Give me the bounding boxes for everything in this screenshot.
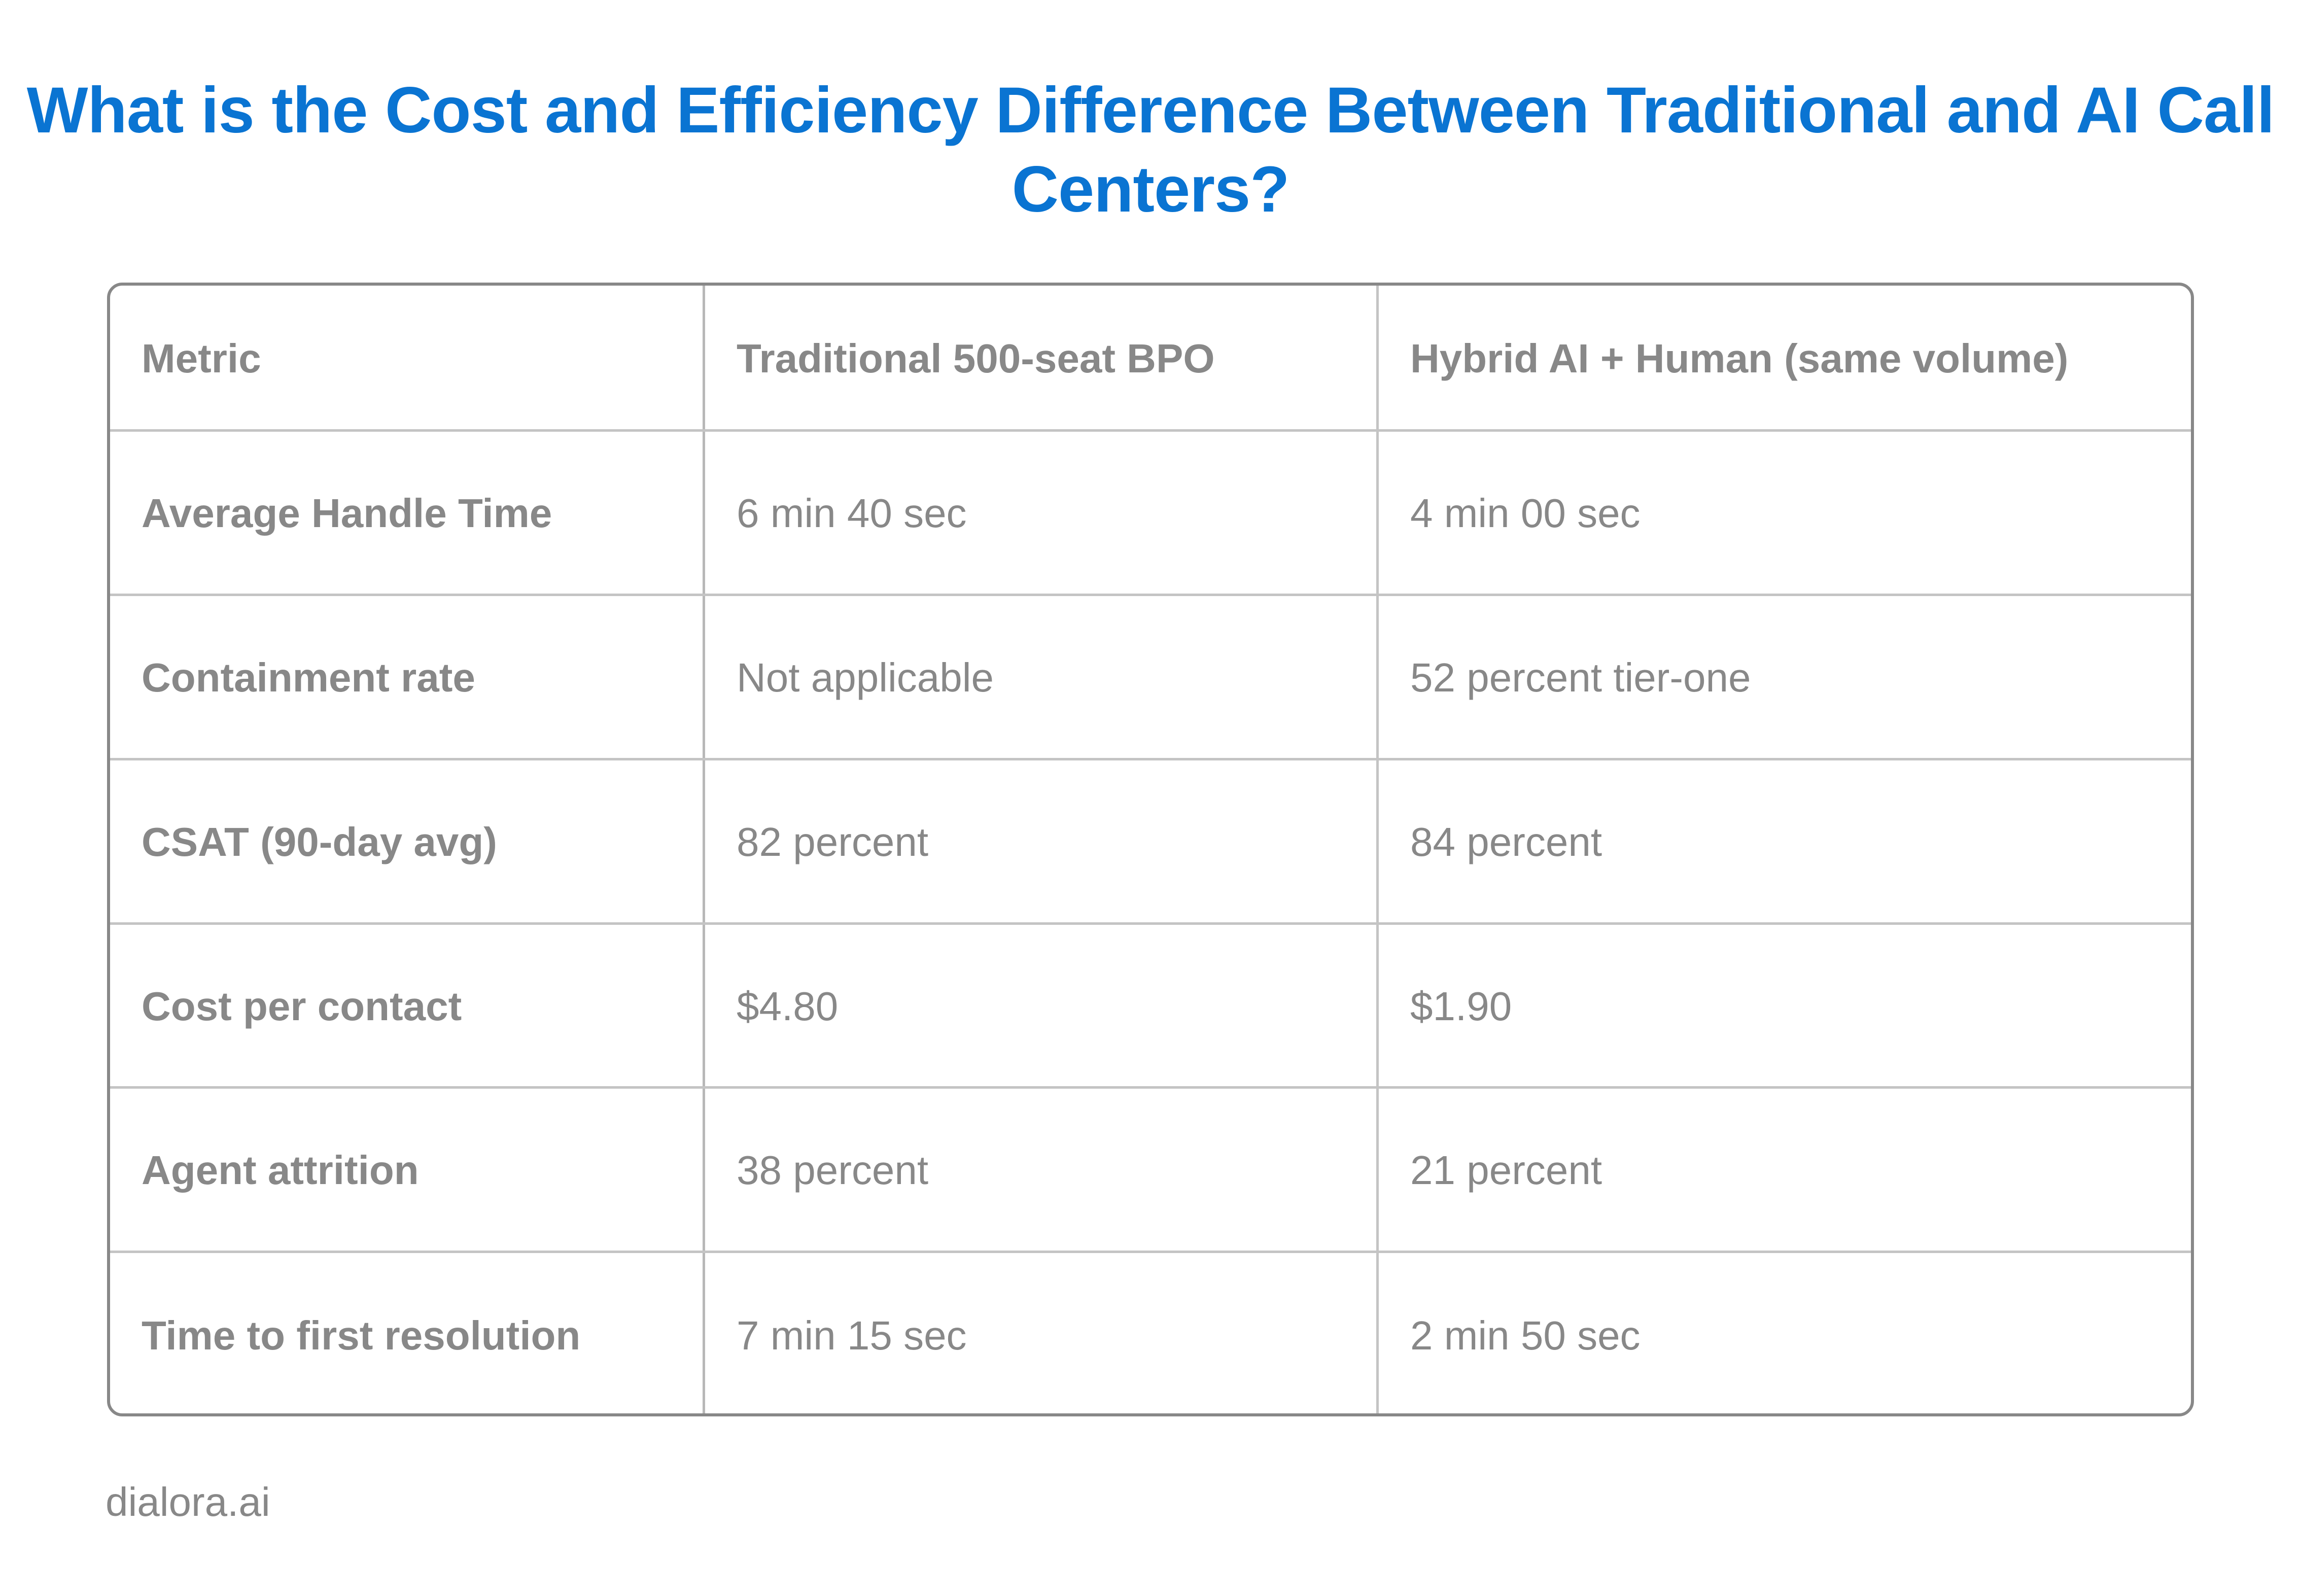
hybrid-cell: 52 percent tier-one bbox=[1376, 596, 2191, 759]
header-traditional: Traditional 500-seat BPO bbox=[703, 286, 1376, 432]
metric-cell: Cost per contact bbox=[142, 983, 462, 1029]
table-row: Time to first resolution 7 min 15 sec 2 … bbox=[110, 1251, 2191, 1413]
hybrid-cell: $1.90 bbox=[1376, 925, 2191, 1088]
traditional-cell: 6 min 40 sec bbox=[703, 432, 1376, 595]
table-row: Containment rate Not applicable 52 perce… bbox=[110, 594, 2191, 759]
table-row: Average Handle Time 6 min 40 sec 4 min 0… bbox=[110, 429, 2191, 595]
hybrid-cell: 4 min 00 sec bbox=[1376, 432, 2191, 595]
table-row: CSAT (90-day avg) 82 percent 84 percent bbox=[110, 758, 2191, 923]
hybrid-cell: 21 percent bbox=[1376, 1089, 2191, 1252]
footer-brand: dialora.ai bbox=[106, 1479, 270, 1524]
traditional-cell: 82 percent bbox=[703, 760, 1376, 923]
traditional-cell: 38 percent bbox=[703, 1089, 1376, 1252]
metric-cell: CSAT (90-day avg) bbox=[142, 819, 497, 864]
metric-cell: Time to first resolution bbox=[142, 1312, 581, 1358]
header-hybrid: Hybrid AI + Human (same volume) bbox=[1376, 286, 2191, 432]
traditional-cell: Not applicable bbox=[703, 596, 1376, 759]
traditional-cell: $4.80 bbox=[703, 925, 1376, 1088]
table-row: Cost per contact $4.80 $1.90 bbox=[110, 922, 2191, 1088]
table-header-row: Metric Traditional 500-seat BPO Hybrid A… bbox=[110, 286, 2191, 432]
metric-cell: Agent attrition bbox=[142, 1147, 419, 1193]
header-metric: Metric bbox=[142, 336, 261, 381]
comparison-table: Metric Traditional 500-seat BPO Hybrid A… bbox=[107, 283, 2194, 1416]
page-title: What is the Cost and Efficiency Differen… bbox=[26, 74, 2275, 226]
table-row: Agent attrition 38 percent 21 percent bbox=[110, 1086, 2191, 1252]
metric-cell: Average Handle Time bbox=[142, 490, 552, 536]
hybrid-cell: 84 percent bbox=[1376, 760, 2191, 923]
traditional-cell: 7 min 15 sec bbox=[703, 1253, 1376, 1413]
hybrid-cell: 2 min 50 sec bbox=[1376, 1253, 2191, 1413]
metric-cell: Containment rate bbox=[142, 654, 475, 700]
